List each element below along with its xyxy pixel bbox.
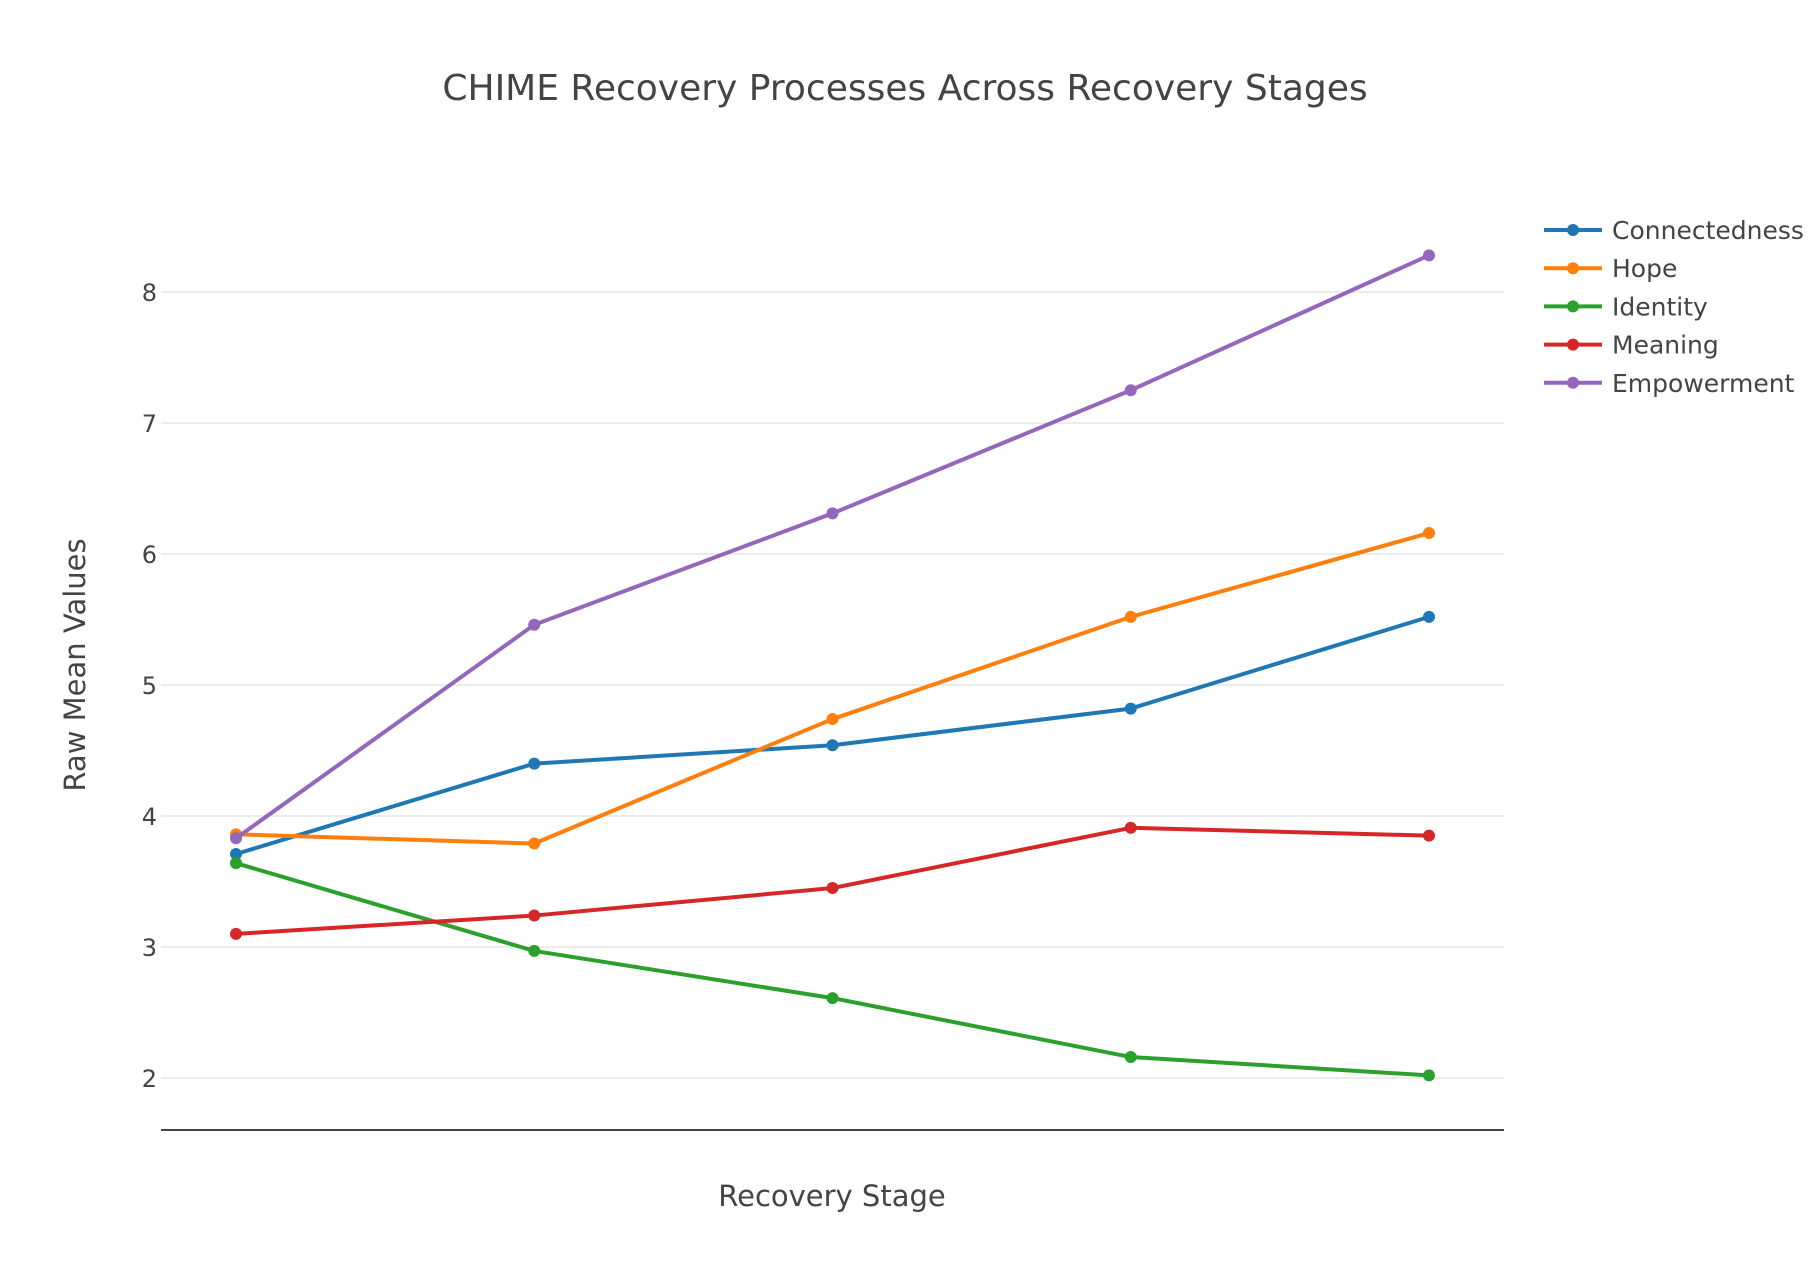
data-point-hope[interactable] <box>1124 610 1137 623</box>
legend-label: Hope <box>1612 254 1677 283</box>
data-point-empowerment[interactable] <box>1124 384 1137 397</box>
data-point-meaning[interactable] <box>230 927 242 940</box>
series-line-meaning <box>234 825 1431 936</box>
data-point-connectedness[interactable] <box>528 757 541 770</box>
gridlines <box>161 291 1504 1079</box>
y-tick-label: 4 <box>142 803 157 831</box>
legend-swatch-marker <box>1567 224 1579 236</box>
data-point-connectedness[interactable] <box>230 847 242 860</box>
y-tick-label: 7 <box>142 410 157 438</box>
data-point-hope[interactable] <box>826 713 839 726</box>
data-point-identity[interactable] <box>1124 1051 1137 1064</box>
series-connectedness <box>230 610 1435 860</box>
data-point-meaning[interactable] <box>826 882 839 895</box>
series-line-identity <box>234 861 1431 1078</box>
data-point-connectedness[interactable] <box>826 739 839 752</box>
data-point-hope[interactable] <box>1423 527 1435 540</box>
legend-label: Empowerment <box>1612 369 1795 398</box>
legend-swatch-marker <box>1567 338 1579 351</box>
legend-label: Connectedness <box>1612 216 1804 245</box>
data-point-meaning[interactable] <box>1423 829 1435 842</box>
y-tick-label: 3 <box>142 934 157 962</box>
plot-area <box>230 249 1435 1082</box>
data-point-empowerment[interactable] <box>826 507 839 520</box>
legend-label: Meaning <box>1612 331 1719 360</box>
chart-title: CHIME Recovery Processes Across Recovery… <box>442 68 1367 109</box>
data-point-identity[interactable] <box>1423 1069 1435 1082</box>
series-meaning <box>230 821 1435 940</box>
y-tick-label: 5 <box>142 672 157 700</box>
data-point-connectedness[interactable] <box>1124 702 1137 715</box>
legend-swatch-marker <box>1567 376 1579 389</box>
legend[interactable]: Connectedness Hope Identity Meaning Empowerm… <box>1544 216 1804 398</box>
data-point-meaning[interactable] <box>1124 821 1137 834</box>
data-point-empowerment[interactable] <box>528 618 541 631</box>
y-tick-label: 2 <box>142 1065 157 1093</box>
legend-swatch-marker <box>1567 300 1579 313</box>
data-point-empowerment[interactable] <box>1423 249 1435 262</box>
data-point-empowerment[interactable] <box>230 832 242 845</box>
legend-item-identity[interactable]: Identity <box>1544 292 1708 321</box>
y-tick-label: 6 <box>142 541 157 569</box>
series-hope <box>230 527 1435 850</box>
x-axis-title: Recovery Stage <box>718 1179 945 1213</box>
data-point-connectedness[interactable] <box>1423 610 1435 623</box>
data-point-identity[interactable] <box>826 992 839 1005</box>
series-empowerment <box>230 249 1435 845</box>
series-line-connectedness <box>234 614 1431 856</box>
series-line-hope <box>234 531 1431 846</box>
legend-item-hope[interactable]: Hope <box>1544 254 1677 283</box>
legend-swatch-marker <box>1567 262 1579 275</box>
data-point-identity[interactable] <box>230 857 242 870</box>
data-point-hope[interactable] <box>528 837 541 850</box>
y-tick-label: 8 <box>142 279 157 307</box>
legend-label: Identity <box>1612 292 1708 321</box>
data-point-identity[interactable] <box>528 944 541 957</box>
legend-item-meaning[interactable]: Meaning <box>1544 331 1719 360</box>
data-point-meaning[interactable] <box>528 909 541 922</box>
legend-item-empowerment[interactable]: Empowerment <box>1544 369 1795 398</box>
y-axis-title: Raw Mean Values <box>58 538 92 791</box>
legend-item-connectedness[interactable]: Connectedness <box>1544 216 1804 245</box>
y-axis-ticks: 2 3 4 5 6 7 8 <box>142 279 157 1093</box>
